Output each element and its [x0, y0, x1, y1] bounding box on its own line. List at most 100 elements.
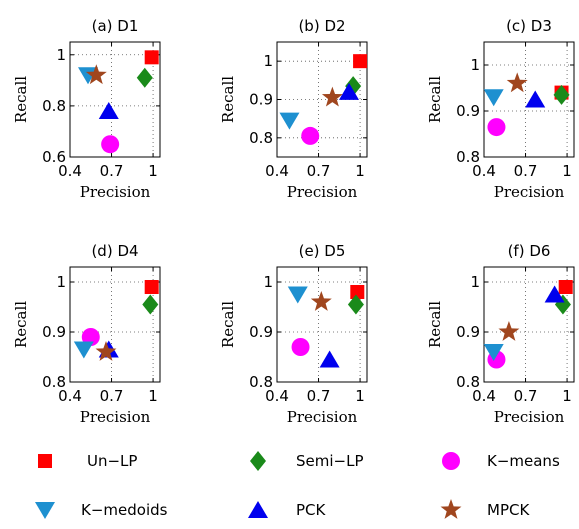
x-tick-label: 1 — [355, 387, 365, 405]
x-tick-label: 0.4 — [58, 162, 82, 180]
panel-title: (d) D4 — [91, 242, 138, 260]
x-axis-label: Precision — [80, 408, 151, 426]
x-tick-label: 0.7 — [307, 387, 331, 405]
x-tick-label: 1 — [355, 162, 365, 180]
legend-marker-mpck — [440, 499, 462, 519]
legend-label: PCK — [296, 501, 327, 519]
y-axis-label: Recall — [219, 76, 237, 123]
panel-4: (d) D4 0.4 0.7 1 0.8 0.9 1 Precision Recall — [12, 242, 161, 426]
y-tick-label: 1 — [56, 273, 66, 291]
x-tick-label: 0.4 — [472, 162, 496, 180]
point-pck — [98, 102, 119, 119]
y-tick-label: 0.8 — [249, 129, 273, 147]
y-axis-label: Recall — [426, 76, 444, 123]
point-unlp — [558, 280, 573, 294]
point-mpck — [85, 64, 107, 85]
y-tick-label: 0.6 — [42, 148, 66, 166]
x-tick-label: 1 — [562, 162, 572, 180]
y-tick-label: 0.8 — [42, 373, 66, 391]
legend-marker-pck — [248, 501, 268, 518]
axes-box — [69, 41, 161, 158]
axes-box — [69, 266, 161, 383]
x-tick-label: 0.7 — [100, 387, 124, 405]
x-axis-label: Precision — [80, 183, 151, 201]
y-axis-label: Recall — [12, 301, 30, 348]
x-axis-label: Precision — [494, 408, 565, 426]
panel-6: (f) D6 0.4 0.7 1 0.8 0.9 1 Precision Recall — [426, 242, 575, 426]
legend-item-mpck: MPCK — [440, 499, 530, 519]
panel-title: (a) D1 — [92, 17, 139, 35]
y-tick-label: 0.9 — [456, 323, 480, 341]
panel-1: (a) D1 0.4 0.7 1 0.6 0.8 1 Precision Recall — [12, 17, 161, 201]
point-unlp — [144, 280, 159, 294]
y-tick-label: 0.8 — [42, 97, 66, 115]
point-mpck — [95, 341, 117, 361]
point-mpck — [321, 86, 343, 107]
legend-item-kmeans: K−means — [442, 452, 560, 470]
legend-item-pck: PCK — [248, 501, 327, 519]
point-kmeans — [101, 135, 120, 154]
legend-marker-unlp — [38, 454, 52, 468]
axes-box — [276, 266, 368, 383]
legend-marker-kmedoids — [35, 502, 55, 519]
point-semilp — [553, 84, 570, 105]
y-tick-label: 0.9 — [456, 102, 480, 120]
legend-item-kmedoids: K−medoids — [35, 501, 168, 519]
y-axis-label: Recall — [219, 301, 237, 348]
y-tick-label: 1 — [263, 273, 273, 291]
y-tick-label: 1 — [56, 46, 66, 64]
x-tick-label: 1 — [148, 387, 158, 405]
y-tick-label: 0.8 — [456, 373, 480, 391]
y-axis-label: Recall — [12, 76, 30, 123]
legend-label: K−means — [487, 452, 560, 470]
x-axis-label: Precision — [287, 183, 358, 201]
panel-5: (e) D5 0.4 0.7 1 0.8 0.9 1 Precision Recall — [219, 242, 368, 426]
point-semilp — [136, 67, 153, 88]
legend-label: K−medoids — [81, 501, 168, 519]
y-tick-label: 0.9 — [249, 323, 273, 341]
legend-label: MPCK — [487, 501, 530, 519]
point-kmeans — [301, 126, 320, 145]
axes-box — [483, 266, 575, 383]
point-mpck — [506, 72, 528, 93]
point-kmedoids — [73, 341, 94, 359]
x-tick-label: 0.7 — [514, 387, 538, 405]
legend-label: Un−LP — [87, 452, 137, 470]
y-tick-label: 1 — [470, 56, 480, 74]
x-tick-label: 0.7 — [307, 162, 331, 180]
legend-item-semilp: Semi−LP — [250, 451, 364, 471]
x-tick-label: 0.4 — [58, 387, 82, 405]
point-unlp — [350, 285, 365, 299]
point-kmeans — [487, 118, 506, 137]
point-kmedoids — [483, 89, 504, 107]
panel-title: (f) D6 — [508, 242, 551, 260]
x-tick-label: 0.4 — [265, 387, 289, 405]
data-points — [287, 285, 365, 368]
x-axis-label: Precision — [287, 408, 358, 426]
point-kmedoids — [279, 112, 300, 130]
data-points — [483, 280, 573, 369]
x-tick-label: 0.4 — [472, 387, 496, 405]
legend: Un−LP Semi−LP K−means K−medoids PCK MPCK — [35, 451, 560, 519]
y-tick-label: 1 — [470, 273, 480, 291]
point-kmedoids — [287, 286, 308, 304]
point-mpck — [310, 291, 332, 311]
data-points — [78, 50, 159, 154]
point-kmedoids — [78, 67, 98, 85]
point-mpck — [498, 321, 520, 341]
data-points — [73, 280, 159, 361]
point-unlp — [353, 54, 368, 69]
panel-3: (c) D3 0.4 0.7 1 0.8 0.9 1 Precision Recall — [426, 17, 575, 201]
legend-item-unlp: Un−LP — [38, 452, 137, 470]
axes-box — [483, 41, 575, 158]
point-pck — [339, 82, 359, 100]
x-axis-label: Precision — [494, 183, 565, 201]
y-tick-label: 0.9 — [42, 323, 66, 341]
legend-marker-semilp — [250, 451, 266, 471]
y-tick-label: 0.9 — [249, 91, 273, 109]
point-semilp — [347, 294, 364, 315]
panel-title: (e) D5 — [299, 242, 346, 260]
point-unlp — [144, 50, 159, 65]
